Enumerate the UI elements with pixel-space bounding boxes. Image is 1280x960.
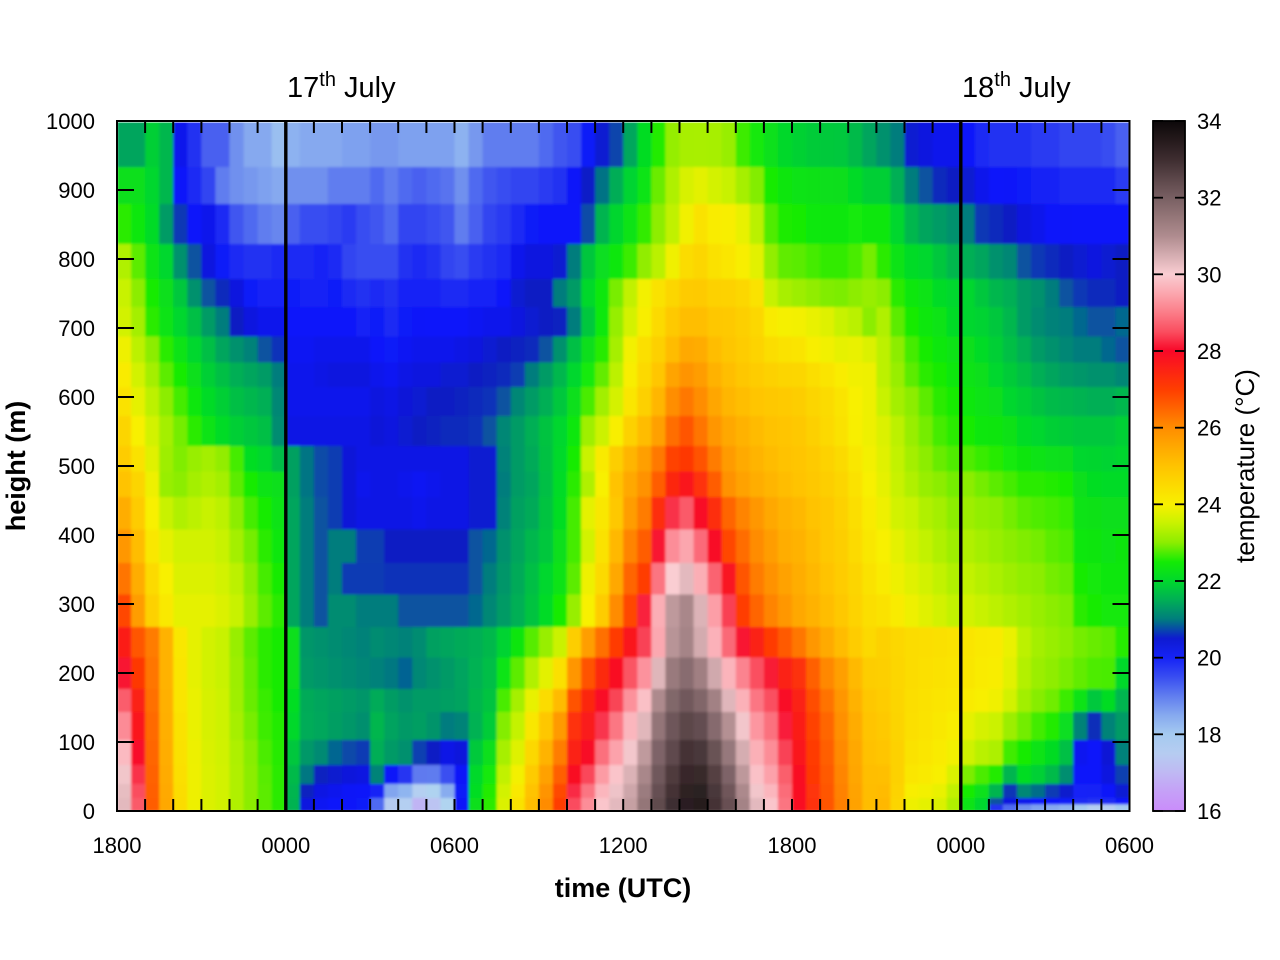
svg-text:1200: 1200 — [599, 833, 648, 858]
svg-text:18th July: 18th July — [962, 69, 1071, 104]
svg-text:0000: 0000 — [261, 833, 310, 858]
svg-text:24: 24 — [1197, 492, 1221, 517]
svg-text:16: 16 — [1197, 799, 1221, 824]
svg-text:0600: 0600 — [1105, 833, 1154, 858]
svg-text:300: 300 — [58, 592, 95, 617]
svg-text:800: 800 — [58, 247, 95, 272]
svg-text:height (m): height (m) — [1, 401, 31, 531]
svg-text:22: 22 — [1197, 569, 1221, 594]
svg-text:500: 500 — [58, 454, 95, 479]
svg-text:100: 100 — [58, 730, 95, 755]
svg-text:0600: 0600 — [430, 833, 479, 858]
svg-text:700: 700 — [58, 316, 95, 341]
svg-text:1800: 1800 — [93, 833, 142, 858]
svg-text:temperature (°C): temperature (°C) — [1230, 369, 1260, 563]
svg-text:time (UTC): time (UTC) — [555, 873, 692, 903]
svg-text:1000: 1000 — [46, 109, 95, 134]
svg-text:20: 20 — [1197, 646, 1221, 671]
svg-text:900: 900 — [58, 178, 95, 203]
svg-text:0: 0 — [83, 799, 95, 824]
svg-text:30: 30 — [1197, 262, 1221, 287]
svg-text:600: 600 — [58, 385, 95, 410]
svg-text:28: 28 — [1197, 339, 1221, 364]
svg-text:0000: 0000 — [936, 833, 985, 858]
svg-text:400: 400 — [58, 523, 95, 548]
svg-text:1800: 1800 — [768, 833, 817, 858]
svg-text:17th July: 17th July — [287, 69, 396, 104]
svg-text:34: 34 — [1197, 109, 1221, 134]
svg-text:18: 18 — [1197, 722, 1221, 747]
svg-text:32: 32 — [1197, 186, 1221, 211]
svg-text:200: 200 — [58, 661, 95, 686]
svg-text:26: 26 — [1197, 416, 1221, 441]
